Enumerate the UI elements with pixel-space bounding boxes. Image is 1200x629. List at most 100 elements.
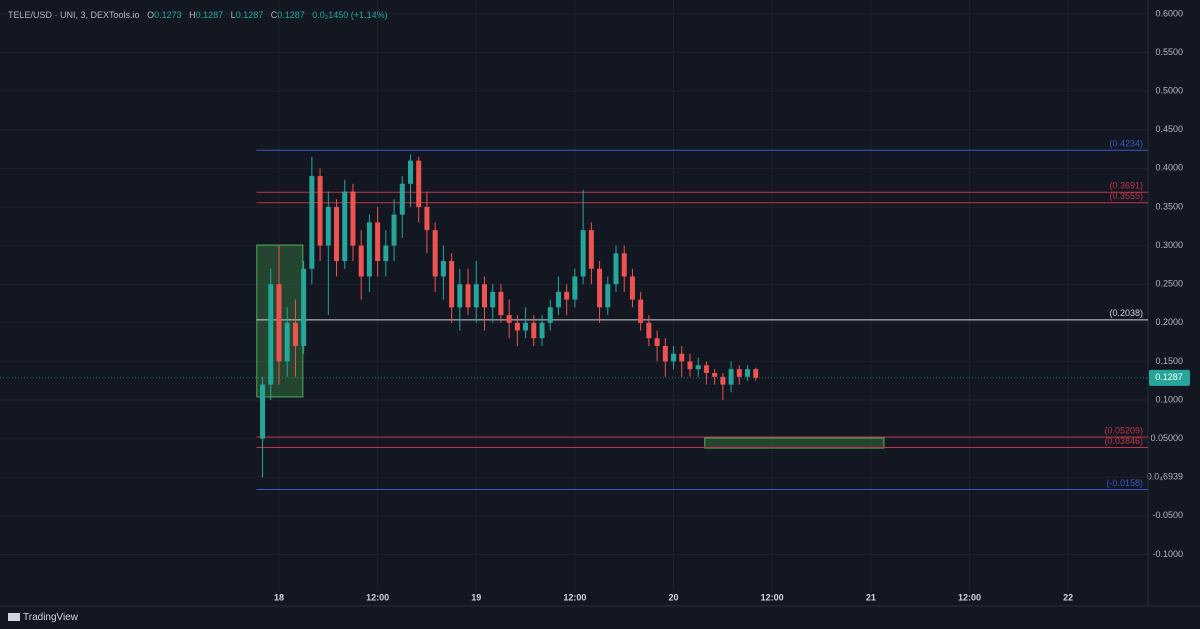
candle-body bbox=[555, 291, 561, 308]
close: 0.1287 bbox=[277, 10, 305, 20]
candle-body bbox=[276, 284, 282, 362]
candle-body bbox=[284, 322, 290, 362]
candle-body bbox=[498, 291, 504, 316]
candle-body bbox=[457, 284, 463, 308]
y-tick-label: 0.0₄6939 bbox=[1147, 472, 1183, 482]
candle-body bbox=[375, 222, 381, 262]
candle-body bbox=[358, 245, 364, 277]
candle-body bbox=[473, 284, 479, 308]
last-price-tag bbox=[1149, 369, 1190, 386]
candle-body bbox=[564, 291, 570, 300]
candle-body bbox=[621, 253, 627, 277]
candle-body bbox=[391, 214, 397, 246]
level-label: (0.03846) bbox=[1104, 436, 1143, 446]
candle-body bbox=[720, 376, 726, 385]
candle-body bbox=[490, 291, 496, 308]
candle-body bbox=[597, 268, 603, 308]
candle-body bbox=[301, 268, 307, 346]
candle-body bbox=[523, 322, 529, 331]
level-label: (0.3691) bbox=[1109, 181, 1143, 191]
candle-body bbox=[745, 369, 751, 377]
open-label: O bbox=[147, 10, 155, 20]
x-tick-label: 20 bbox=[669, 592, 679, 602]
y-tick-label: 0.2000 bbox=[1155, 317, 1183, 327]
x-tick-label: 12:00 bbox=[366, 592, 389, 602]
level-label: (0.3555) bbox=[1109, 191, 1143, 201]
candle-body bbox=[416, 160, 422, 207]
candle-body bbox=[605, 284, 611, 308]
y-tick-label: 0.2500 bbox=[1155, 279, 1183, 289]
candle-body bbox=[514, 322, 520, 331]
level-label: (0.4234) bbox=[1109, 139, 1143, 149]
last-price-label: 0.1287 bbox=[1155, 372, 1183, 382]
y-tick-label: 0.6000 bbox=[1155, 8, 1183, 18]
logo bbox=[8, 613, 20, 622]
high: 0.1287 bbox=[195, 10, 224, 20]
candle-body bbox=[646, 322, 652, 339]
low-label: L bbox=[230, 10, 236, 20]
x-tick-label: 12:00 bbox=[563, 592, 586, 602]
candle-body bbox=[703, 365, 709, 373]
candle-body bbox=[399, 183, 405, 215]
candle-body bbox=[539, 322, 545, 339]
y-tick-label: 0.4000 bbox=[1155, 163, 1183, 173]
low: 0.1287 bbox=[235, 10, 264, 20]
candle-body bbox=[736, 369, 742, 377]
candle-body bbox=[325, 206, 331, 246]
high-label: H bbox=[189, 10, 196, 20]
candle-body bbox=[350, 191, 356, 246]
candle-body bbox=[317, 176, 323, 246]
level-label: (0.2038) bbox=[1109, 308, 1143, 318]
candle-body bbox=[309, 176, 315, 269]
candle-body bbox=[481, 284, 487, 308]
y-tick-label: 0.05000 bbox=[1150, 433, 1183, 443]
candle-body bbox=[506, 315, 512, 323]
x-tick-label: 19 bbox=[471, 592, 481, 602]
watermark-text: TradingView bbox=[23, 612, 79, 623]
level-label: (0.05209) bbox=[1104, 425, 1143, 435]
candle-body bbox=[260, 384, 266, 439]
candle-body bbox=[687, 361, 693, 370]
level-label: (-0.0158) bbox=[1106, 478, 1143, 488]
x-tick-label: 22 bbox=[1063, 592, 1073, 602]
legend-header: TELE/USD · UNI, 3, DEXTools.io O0.1273 H… bbox=[8, 10, 393, 20]
y-tick-label: 0.5500 bbox=[1155, 47, 1183, 57]
y-tick-label: 0.3500 bbox=[1155, 201, 1183, 211]
candle-body bbox=[629, 276, 635, 300]
symbol: TELE/USD · UNI, 3, DEXTools.io bbox=[8, 10, 140, 20]
candle-body bbox=[366, 222, 372, 277]
candle-body bbox=[572, 276, 578, 300]
x-tick-label: 12:00 bbox=[958, 592, 981, 602]
candle-body bbox=[432, 230, 438, 277]
candle-body bbox=[440, 261, 446, 277]
candle-body bbox=[728, 369, 734, 385]
candle-body bbox=[580, 230, 586, 277]
y-tick-label: 0.1000 bbox=[1155, 394, 1183, 404]
x-tick-label: 18 bbox=[274, 592, 284, 602]
watermark: TradingView bbox=[8, 612, 78, 623]
candle-body bbox=[408, 160, 414, 184]
candle-body bbox=[679, 353, 685, 362]
x-tick-label: 12:00 bbox=[761, 592, 784, 602]
candle-body bbox=[753, 369, 759, 378]
y-tick-label: 0.1500 bbox=[1155, 356, 1183, 366]
y-tick-label: 0.5000 bbox=[1155, 86, 1183, 96]
candle-body bbox=[383, 245, 389, 262]
candle-body bbox=[638, 299, 644, 323]
y-tick-label: -0.0500 bbox=[1152, 510, 1183, 520]
candle-body bbox=[424, 206, 430, 231]
candle-body bbox=[712, 372, 718, 377]
candle-body bbox=[613, 253, 619, 285]
candle-body bbox=[531, 322, 537, 339]
candle-body bbox=[334, 206, 340, 262]
y-tick-label: -0.1000 bbox=[1152, 549, 1183, 559]
open: 0.1273 bbox=[154, 10, 182, 20]
candle-body bbox=[268, 284, 274, 385]
candle-body bbox=[671, 353, 677, 362]
y-tick-label: 0.4500 bbox=[1155, 124, 1183, 134]
candle-body bbox=[465, 284, 471, 308]
candle-body bbox=[695, 365, 701, 370]
close-label: C bbox=[270, 10, 278, 20]
